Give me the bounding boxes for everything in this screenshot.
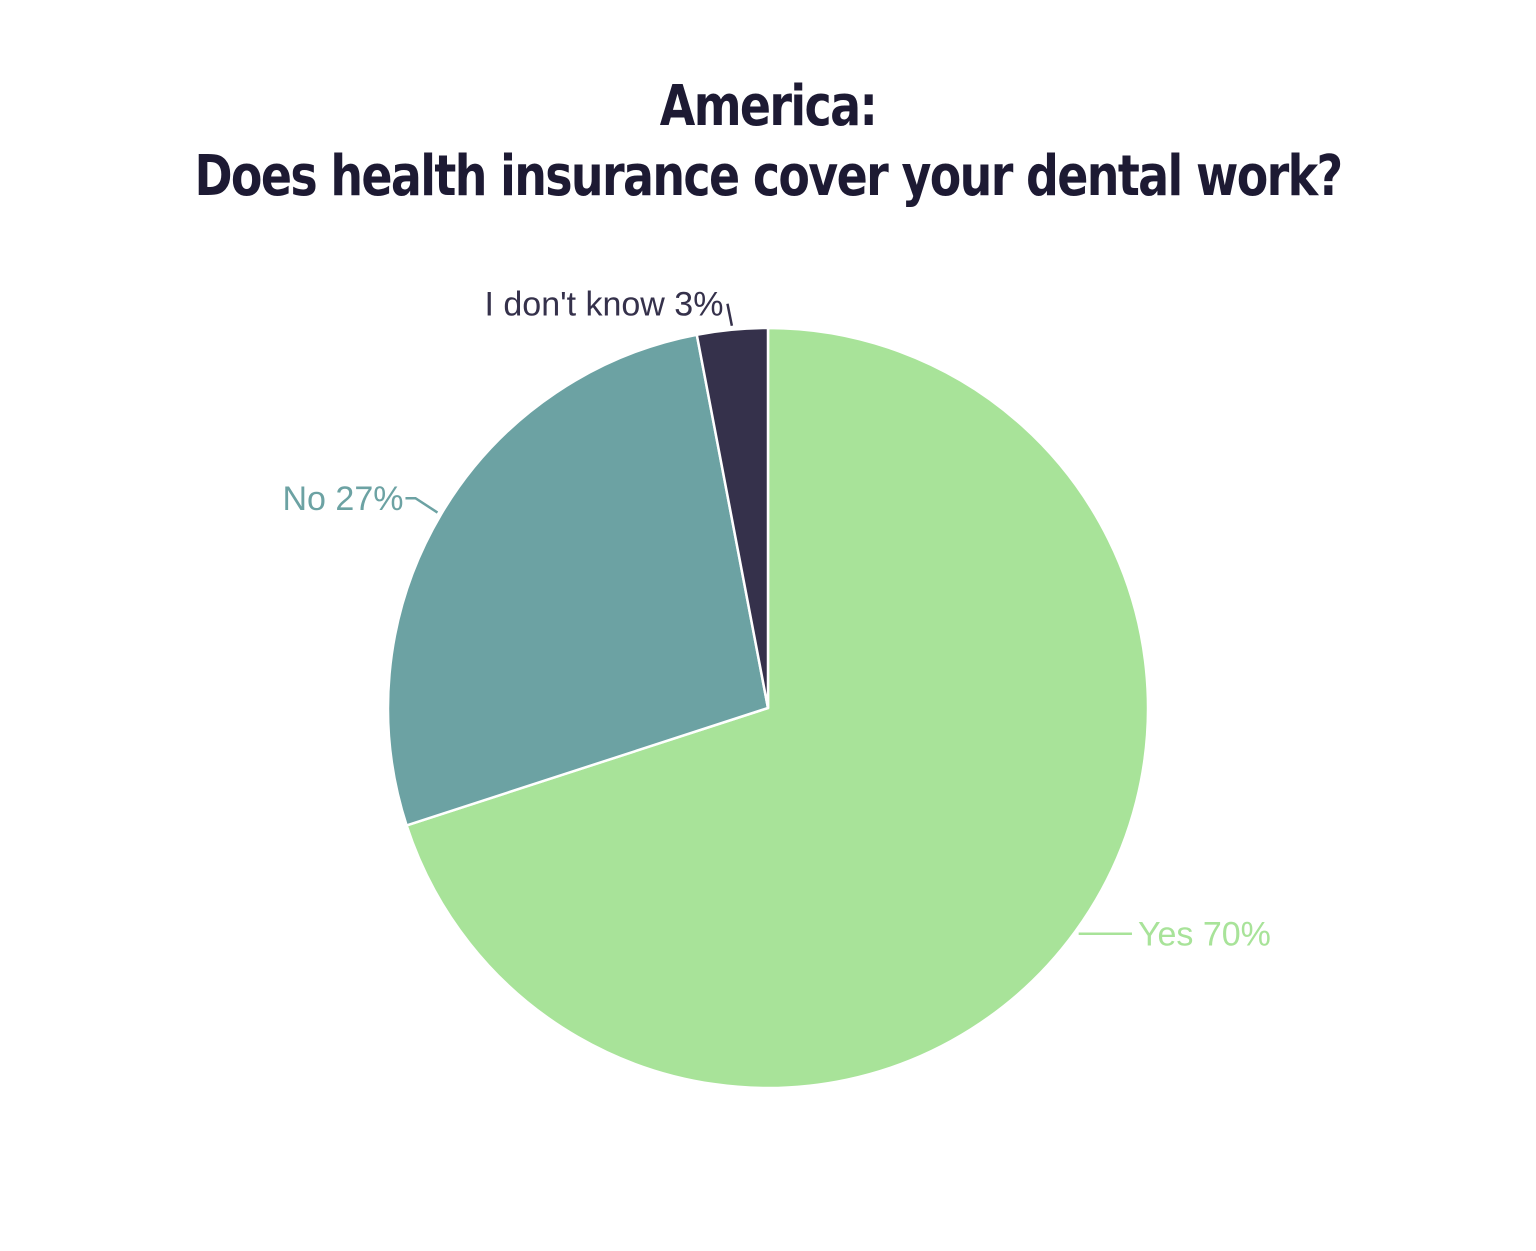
leader-line-no [405,496,439,514]
slice-label-yes: Yes 70% [1138,916,1271,954]
chart-subtitle: Does health insurance cover your dental … [194,144,1343,209]
pie-slices [386,326,1150,1090]
leader-line-i-don-t-know [726,303,734,326]
slice-label-no: No 27% [283,480,404,518]
slice-label-i-don-t-know: I don't know 3% [484,286,723,324]
leader-lines [405,303,1132,935]
slice-labels: Yes 70% No 27% I don't know 3% [283,286,1271,954]
pie-slice-yes [405,326,1150,1090]
pie-slice-no [386,333,770,827]
pie-slice-i-don-t-know [695,326,770,710]
chart-title: America: [659,74,878,139]
